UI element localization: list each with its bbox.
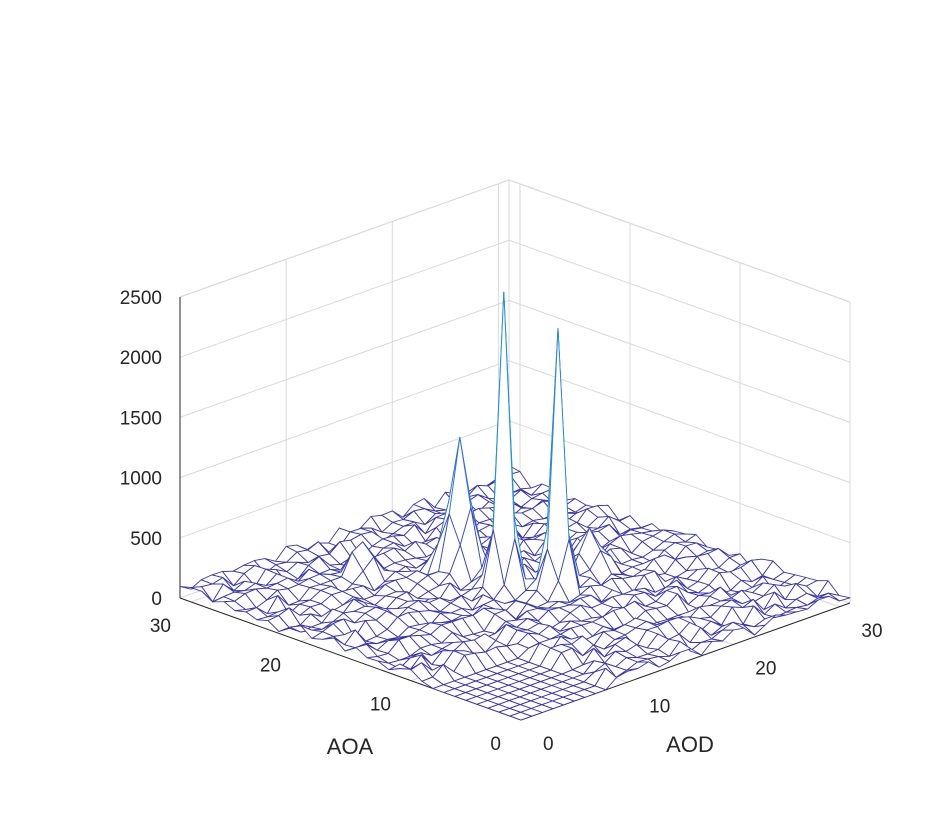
surface-mesh [179,291,851,721]
z-tick-label: 0 [151,589,162,610]
z-tick-label: 2500 [120,288,162,309]
y-tick-label: 0 [490,734,501,755]
z-gridline-left [179,360,510,479]
x-tick-label: 10 [649,696,670,717]
z-gridline-left [179,179,510,298]
z-gridline-left [179,239,510,358]
x-tick-label: 20 [755,659,776,680]
z-tick-label: 500 [130,529,162,550]
x-tick-label: 0 [543,734,554,755]
x-axis-title: AOD [666,732,714,757]
z-gridline-left [179,420,510,539]
z-tick-label: 2000 [120,348,162,369]
z-gridline-right [508,360,851,484]
z-gridline-right [508,299,851,423]
z-gridline-right [508,420,851,544]
y-axis-title: AOA [327,734,374,759]
x-tick-label: 30 [861,621,882,642]
tick-labels: 0 500 1000 1500 2000 2500 0 10 20 30 0 10 20 30 [120,288,883,755]
z-gridline-right [508,239,851,363]
z-gridline-right [508,179,851,303]
y-tick-label: 10 [370,695,391,716]
y-tick-label: 30 [150,616,171,637]
y-tick-label: 20 [260,655,281,676]
surface-cell [509,711,533,721]
z-tick-label: 1500 [120,408,162,429]
z-tick-label: 1000 [120,469,162,490]
z-gridline-left [179,299,510,418]
surface-cell [492,291,516,586]
